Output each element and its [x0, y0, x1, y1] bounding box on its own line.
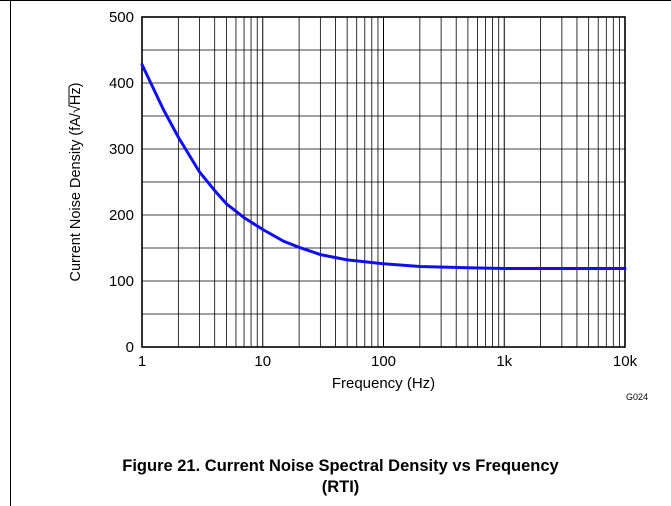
y-tick-label: 100: [109, 273, 134, 290]
y-tick-label: 0: [126, 339, 134, 356]
plot-border: [141, 16, 626, 348]
x-axis-label: Frequency (Hz): [332, 375, 435, 392]
x-tick-label: 1: [138, 353, 146, 370]
y-tick-label: 200: [109, 207, 134, 224]
y-axis-label: Current Noise Density (fA/√Hz): [68, 83, 84, 282]
caption-line-2: (RTI): [321, 478, 360, 496]
x-tick-label: 100: [371, 353, 396, 370]
figure-caption: Figure 21. Current Noise Spectral Densit…: [10, 456, 671, 498]
noise-curve: [140, 63, 627, 270]
x-tick-label: 10: [254, 353, 271, 370]
chart: 0 100 200 300 400 500 1 10 100 1k 10k Frequency (Hz…: [68, 9, 648, 402]
x-tick-label: 1k: [496, 353, 512, 370]
y-axis-label-text: Current Noise Density (fA/√Hz): [68, 83, 84, 282]
y-tick-label: 300: [109, 141, 134, 158]
y-tick-label: 400: [109, 75, 134, 92]
x-tick-label: 10k: [613, 353, 638, 370]
caption-line-1: Figure 21. Current Noise Spectral Densit…: [122, 457, 559, 475]
y-tick-label: 500: [109, 9, 134, 26]
figure-code: G024: [626, 392, 648, 402]
